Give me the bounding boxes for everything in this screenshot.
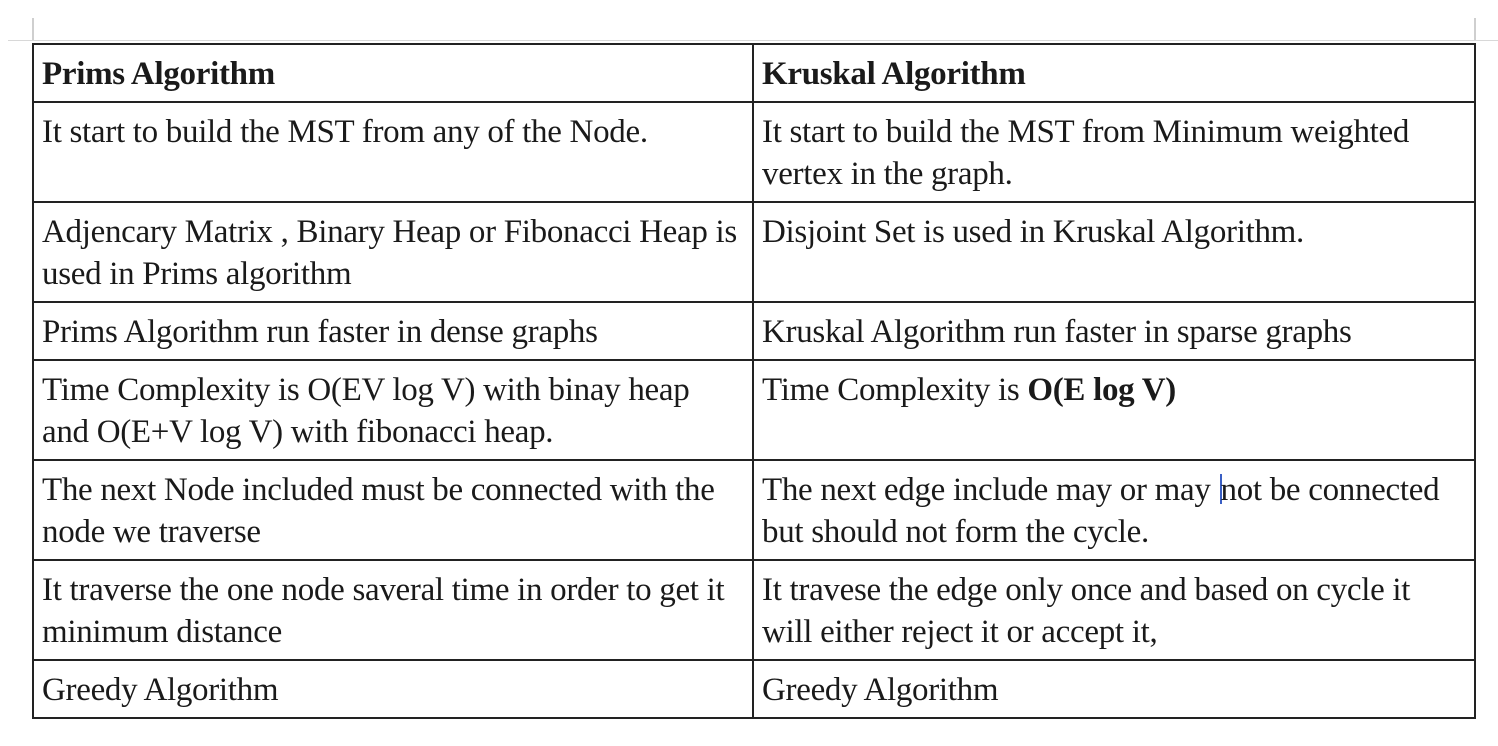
- complexity-value: O(E log V): [1027, 372, 1176, 408]
- cell-kruskal[interactable]: Kruskal Algorithm run faster in sparse g…: [752, 301, 1476, 361]
- complexity-label: Time Complexity is: [762, 372, 1028, 408]
- table-row: Greedy Algorithm Greedy Algorithm: [32, 659, 1476, 719]
- cell-prims[interactable]: Time Complexity is O(EV log V) with bina…: [32, 359, 754, 461]
- right-margin-marker: [1474, 18, 1476, 40]
- cell-prims[interactable]: Prims Algorithm run faster in dense grap…: [32, 301, 754, 361]
- cell-kruskal[interactable]: Disjoint Set is used in Kruskal Algorith…: [752, 201, 1476, 303]
- cell-prims[interactable]: It start to build the MST from any of th…: [32, 101, 754, 203]
- cell-kruskal[interactable]: It travese the edge only once and based …: [752, 559, 1476, 661]
- table-header-row: Prims Algorithm Kruskal Algorithm: [32, 43, 1476, 103]
- cell-prims[interactable]: Greedy Algorithm: [32, 659, 754, 719]
- table-row: Adjencary Matrix , Binary Heap or Fibona…: [32, 201, 1476, 303]
- cell-kruskal[interactable]: Greedy Algorithm: [752, 659, 1476, 719]
- cell-prims[interactable]: Adjencary Matrix , Binary Heap or Fibona…: [32, 201, 754, 303]
- comparison-table: Prims Algorithm Kruskal Algorithm It sta…: [32, 43, 1476, 719]
- table-row: Time Complexity is O(EV log V) with bina…: [32, 359, 1476, 461]
- table-row: The next Node included must be connected…: [32, 459, 1476, 561]
- table-row: It start to build the MST from any of th…: [32, 101, 1476, 203]
- header-kruskal[interactable]: Kruskal Algorithm: [752, 43, 1476, 103]
- table-row: It traverse the one node saveral time in…: [32, 559, 1476, 661]
- cell-prims[interactable]: The next Node included must be connected…: [32, 459, 754, 561]
- page-margin-guide: [8, 40, 1498, 41]
- table-row: Prims Algorithm run faster in dense grap…: [32, 301, 1476, 361]
- cell-kruskal[interactable]: It start to build the MST from Minimum w…: [752, 101, 1476, 203]
- cell-text-after-cursor: not be connected but should not form the…: [762, 472, 1440, 550]
- cell-prims[interactable]: It traverse the one node saveral time in…: [32, 559, 754, 661]
- cell-text-before-cursor: The next edge include may or may: [762, 472, 1219, 508]
- cell-kruskal[interactable]: Time Complexity is O(E log V): [752, 359, 1476, 461]
- text-cursor: [1219, 474, 1222, 504]
- left-margin-marker: [32, 18, 34, 40]
- cell-kruskal[interactable]: The next edge include may or may not be …: [752, 459, 1476, 561]
- header-prims[interactable]: Prims Algorithm: [32, 43, 754, 103]
